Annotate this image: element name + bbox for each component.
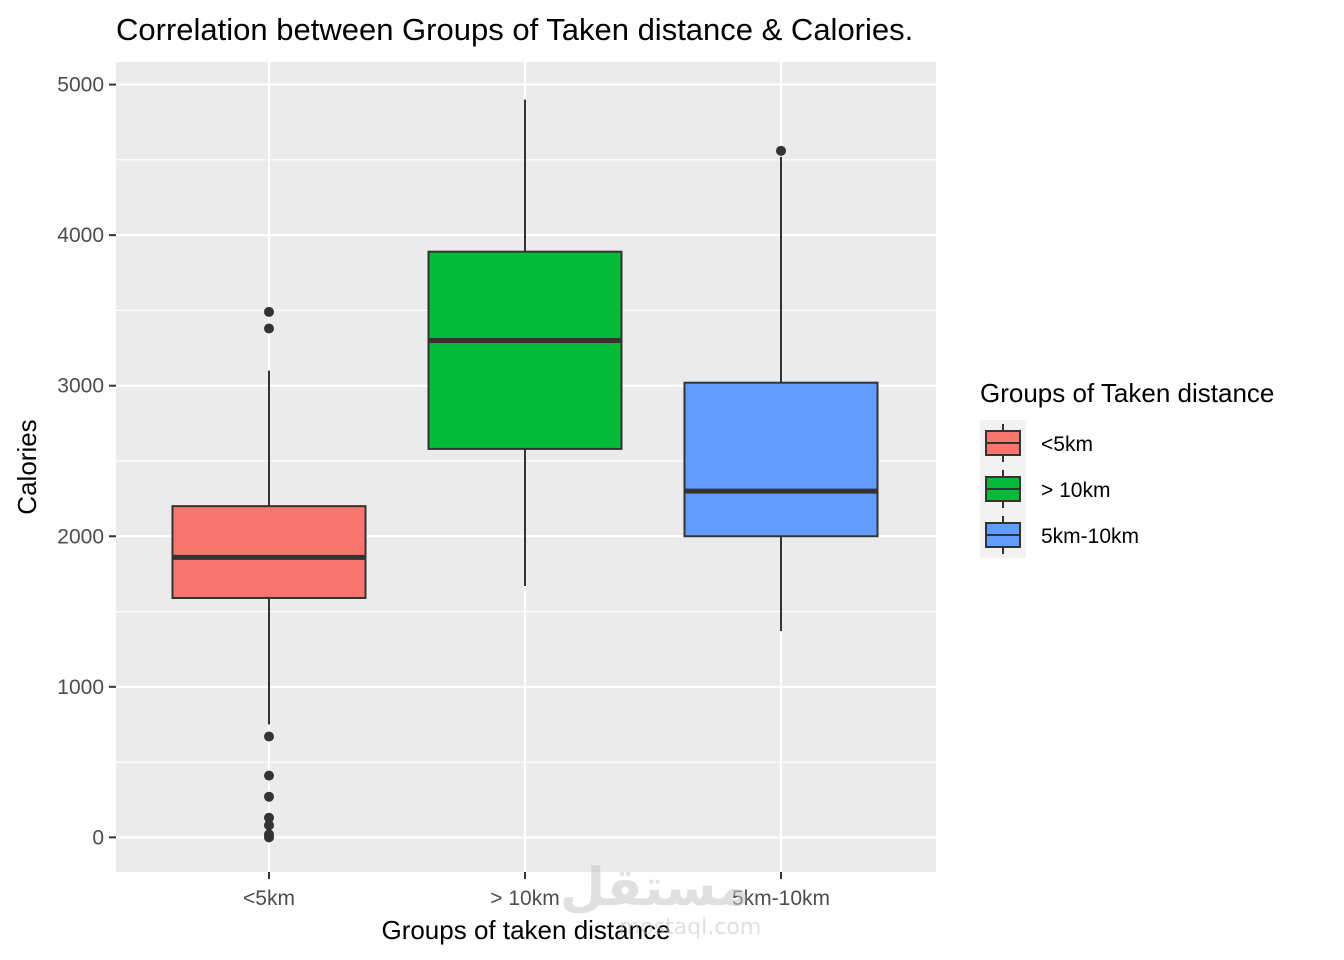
y-tick-label: 2000 [57,525,104,548]
outlier-point [264,731,274,742]
boxes [171,99,879,843]
box-body [171,505,367,599]
legend-label: 5km-10km [1041,525,1139,548]
x-axis: <5km > 10km 5km-10km [243,872,830,910]
legend-item-3: 5km-10km [985,516,1139,554]
y-axis: 0 1000 2000 3000 4000 5000 [57,74,116,849]
y-tick-label: 0 [92,826,104,849]
x-tick-label: <5km [243,887,295,910]
chart-title: Correlation between Groups of Taken dist… [116,12,913,47]
outlier-point [264,306,274,317]
y-tick-label: 1000 [57,676,104,699]
y-axis-label: Calories [12,419,42,514]
outlier-point [264,812,274,823]
x-axis-label: Groups of taken distance [381,915,670,945]
legend-label: <5km [1041,433,1093,456]
outlier-point [264,770,274,781]
legend-label: > 10km [1041,479,1110,502]
outlier-point [264,832,274,843]
watermark-domain: mostaql.com [619,915,762,940]
y-tick-label: 5000 [57,74,104,97]
outlier-point [776,145,786,156]
outlier-point [264,323,274,334]
y-tick-label: 4000 [57,224,104,247]
legend-title: Groups of Taken distance [980,378,1274,408]
x-tick-label: > 10km [490,887,559,910]
y-tick-label: 3000 [57,375,104,398]
box-1 [171,306,367,843]
box-body [427,250,623,450]
x-tick-label: 5km-10km [732,887,830,910]
watermark: مستقل mostaql.com [560,858,761,940]
box-3 [683,145,879,632]
legend: Groups of Taken distance <5km > 10km 5km-1… [980,378,1274,558]
outlier-point [264,820,274,831]
watermark-brand: مستقل [560,858,750,918]
box-body [683,381,879,538]
box-2 [427,99,623,586]
legend-item-1: <5km [985,424,1093,462]
legend-item-2: > 10km [985,470,1110,508]
outlier-point [264,791,274,802]
